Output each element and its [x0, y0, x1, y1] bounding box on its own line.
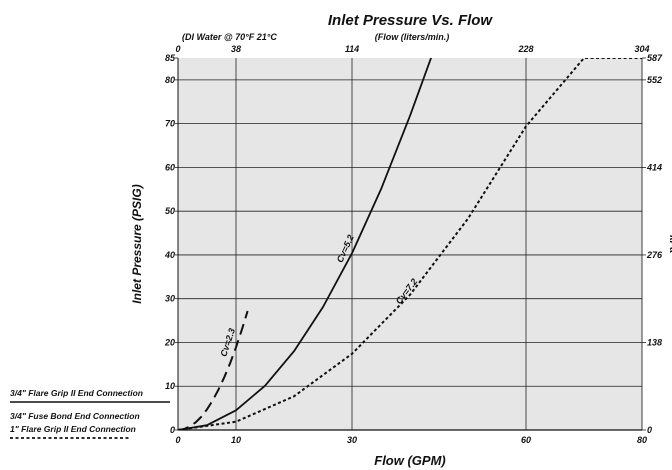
right-axis-label: kPa — [667, 235, 672, 253]
x-tick-label: 60 — [521, 435, 531, 445]
top-tick-label: 114 — [345, 44, 359, 54]
chart-title: Inlet Pressure Vs. Flow — [328, 12, 494, 29]
legend-label: 3/4" Fuse Bond End Connection — [10, 411, 140, 421]
y-tick-label: 70 — [165, 119, 175, 129]
y-tick-label: 0 — [170, 425, 175, 435]
x-axis-label: Flow (GPM) — [374, 453, 446, 468]
top-tick-label: 0 — [175, 44, 180, 54]
y-tick-label: 10 — [165, 381, 175, 391]
y-tick-label: 60 — [165, 162, 175, 172]
top-tick-label: 228 — [517, 44, 533, 54]
series-line-cv-5-2 — [178, 58, 432, 430]
right-tick-label: 414 — [646, 162, 662, 172]
x-tick-label: 0 — [175, 435, 180, 445]
y-axis-label: Inlet Pressure (PSIG) — [130, 184, 144, 303]
top-tick-label: 304 — [634, 44, 649, 54]
legend-label: 3/4" Flare Grip II End Connection — [10, 388, 143, 398]
y-tick-label: 85 — [165, 53, 176, 63]
series-line-cv-7-2 — [178, 58, 642, 430]
y-tick-label: 40 — [164, 250, 175, 260]
x-tick-label: 30 — [347, 435, 357, 445]
right-tick-label: 138 — [647, 337, 662, 347]
series-line-cv-2-3 — [178, 310, 249, 430]
plot-background — [178, 58, 642, 430]
right-tick-label: 587 — [647, 53, 663, 63]
legend: 3/4" Flare Grip II End Connection 3/4" Fu… — [10, 388, 170, 439]
y-tick-label: 20 — [164, 337, 175, 347]
right-tick-label: 276 — [646, 250, 663, 260]
x-tick-label: 80 — [637, 435, 647, 445]
right-tick-label: 552 — [647, 75, 662, 85]
top-tick-label: 38 — [231, 44, 241, 54]
y-tick-label: 50 — [165, 206, 175, 216]
y-tick-label: 80 — [165, 75, 175, 85]
y-tick-label: 30 — [165, 294, 175, 304]
grid-lines — [175, 57, 646, 431]
legend-label: 1" Flare Grip II End Connection — [10, 424, 136, 434]
top-axis-label: (Flow (liters/min.) — [375, 32, 450, 42]
chart-note: (DI Water @ 70°F 21°C — [182, 32, 277, 42]
x-tick-label: 10 — [231, 435, 241, 445]
right-tick-label: 0 — [647, 425, 652, 435]
